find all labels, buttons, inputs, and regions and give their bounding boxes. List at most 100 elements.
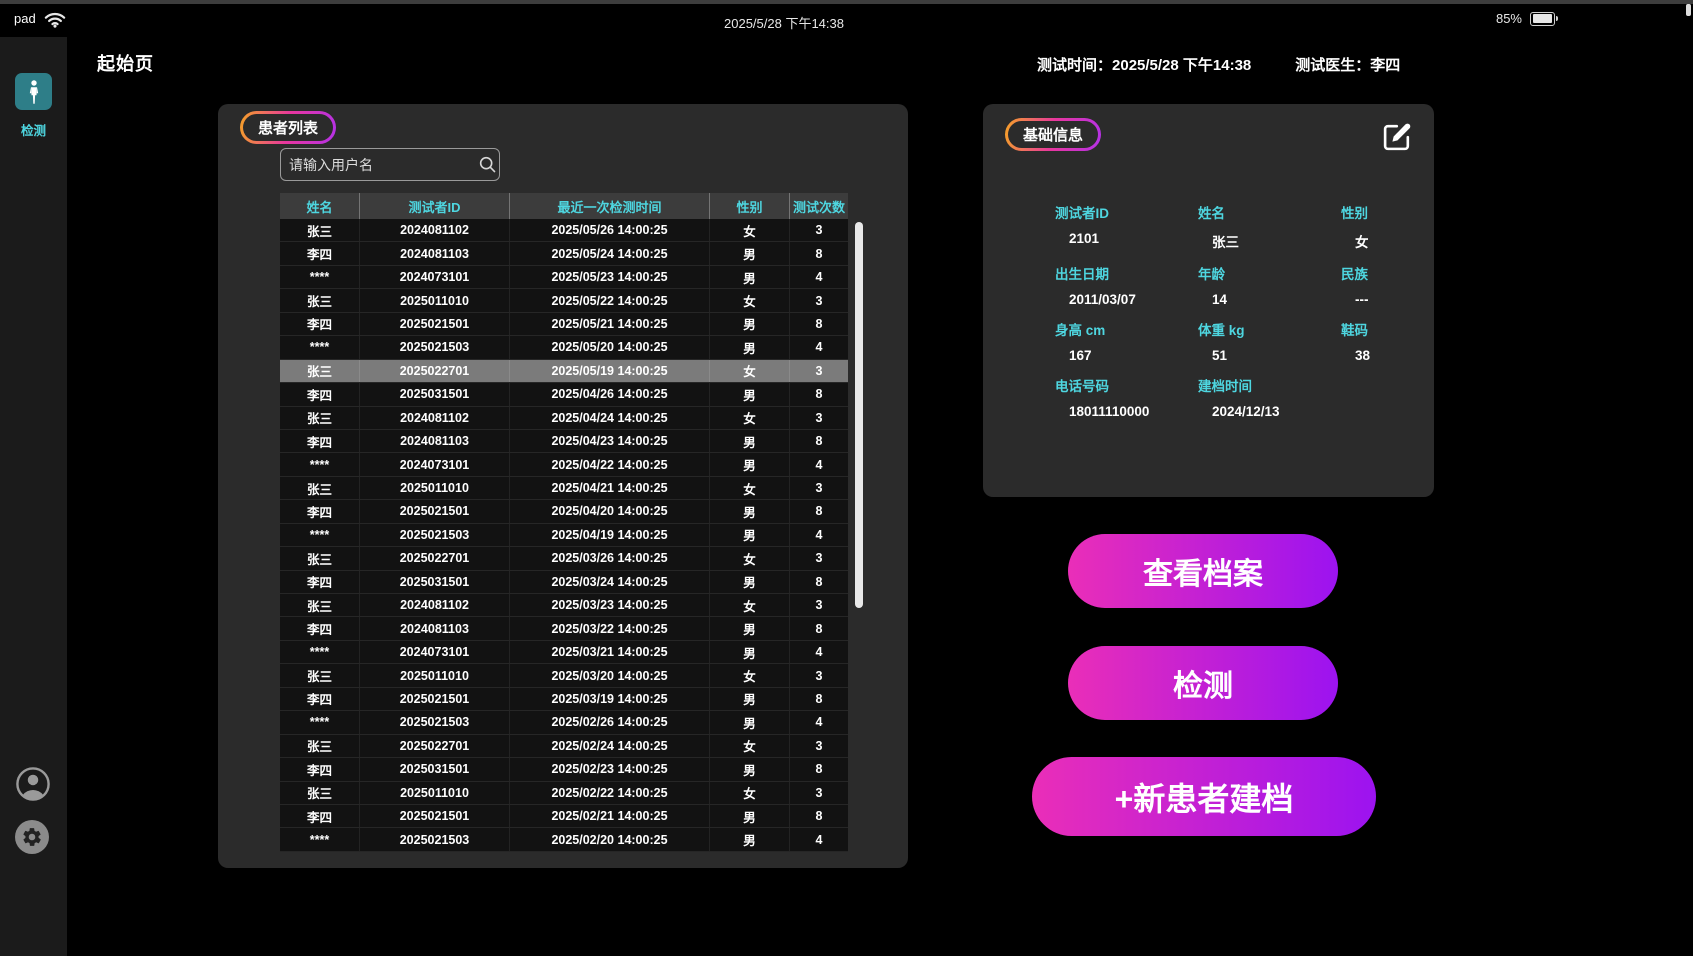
table-cell: 男 (710, 687, 790, 711)
table-cell: 2025/05/26 14:00:25 (510, 219, 710, 242)
table-cell: 2025022701 (360, 359, 510, 383)
table-row[interactable]: **** 2024073101 2025/04/22 14:00:25 男 4 (280, 453, 848, 477)
table-cell: 李四 (280, 804, 360, 828)
table-cell: 2025/02/22 14:00:25 (510, 781, 710, 804)
patient-list-panel: 患者列表 姓名 测试者ID 最近一次检测时间 性别 测试次数 张三2024081… (218, 104, 908, 868)
sidebar: 检测 (0, 37, 67, 956)
table-row[interactable]: 张三 2025022701 2025/05/19 14:00:25 女 3 (280, 359, 848, 384)
table-cell: 男 (710, 804, 790, 828)
settings-button[interactable] (15, 820, 51, 856)
table-cell: 2025/02/21 14:00:25 (510, 804, 710, 828)
table-cell: 2024081103 (360, 429, 510, 453)
table-cell: 张三 (280, 219, 360, 242)
table-cell: 男 (710, 242, 790, 265)
field-name: 姓名 张三 (1198, 206, 1239, 250)
carrier-label: pad (14, 11, 36, 26)
patient-list-title-pill: 患者列表 (240, 111, 337, 144)
new-patient-button[interactable]: +新患者建档 (1032, 757, 1376, 836)
table-cell: 8 (815, 316, 823, 331)
table-cell: 2025031501 (360, 570, 510, 593)
table-cell: 2025/02/20 14:00:25 (510, 828, 710, 851)
table-row[interactable]: **** 2024073101 2025/05/23 14:00:25 男 4 (280, 265, 848, 290)
table-cell: 2025/05/24 14:00:25 (510, 242, 710, 265)
table-row[interactable]: 张三 2025011010 2025/03/20 14:00:25 女 3 (280, 664, 848, 688)
table-row[interactable]: 李四 2024081103 2025/04/23 14:00:25 男 8 (280, 429, 848, 454)
table-row[interactable]: 李四 2025021501 2025/03/19 14:00:25 男 8 (280, 687, 848, 712)
table-cell: 4 (815, 270, 823, 285)
field-phone: 电话号码 18011110000 (1055, 379, 1150, 419)
table-cell: 4 (815, 340, 823, 355)
column-header-gender[interactable]: 性别 (710, 193, 790, 219)
table-row[interactable]: 李四 2024081103 2025/05/24 14:00:25 男 8 (280, 242, 848, 266)
table-cell: 2025021503 (360, 828, 510, 851)
table-row[interactable]: 李四 2025031501 2025/03/24 14:00:25 男 8 (280, 570, 848, 594)
table-cell: 女 (710, 406, 790, 429)
column-header-name[interactable]: 姓名 (280, 193, 360, 219)
table-cell: 李四 (280, 312, 360, 336)
edit-button[interactable] (1379, 118, 1415, 154)
table-cell: 2025/02/24 14:00:25 (510, 734, 710, 758)
page-scrollbar[interactable] (1686, 4, 1691, 16)
table-row[interactable]: 张三 2025022701 2025/03/26 14:00:25 女 3 (280, 547, 848, 571)
table-cell: 男 (710, 500, 790, 523)
table-row[interactable]: 李四 2025021501 2025/02/21 14:00:25 男 8 (280, 804, 848, 829)
table-cell: 男 (710, 383, 790, 406)
sidebar-item-detect[interactable]: 检测 (0, 73, 67, 139)
table-cell: 男 (710, 570, 790, 593)
table-cell: 2025021503 (360, 711, 510, 734)
table-cell: 8 (815, 621, 823, 636)
table-cell: 2025/05/22 14:00:25 (510, 289, 710, 312)
table-row[interactable]: **** 2025021503 2025/02/26 14:00:25 男 4 (280, 711, 848, 735)
battery-percent: 85% (1495, 11, 1522, 26)
detect-button[interactable]: 检测 (1068, 646, 1338, 720)
column-header-last-test-time[interactable]: 最近一次检测时间 (510, 193, 710, 219)
table-row[interactable]: **** 2025021503 2025/02/20 14:00:25 男 4 (280, 828, 848, 852)
table-cell: 8 (815, 504, 823, 519)
user-profile-button[interactable] (15, 766, 51, 802)
table-row[interactable]: 李四 2025021501 2025/04/20 14:00:25 男 8 (280, 500, 848, 524)
table-cell: 女 (710, 781, 790, 804)
table-row[interactable]: **** 2025021503 2025/04/19 14:00:25 男 4 (280, 523, 848, 548)
table-cell: 3 (815, 598, 823, 613)
table-cell: 3 (815, 551, 823, 566)
table-cell: 张三 (280, 734, 360, 758)
table-cell: 2025022701 (360, 734, 510, 758)
table-row[interactable]: 李四 2024081103 2025/03/22 14:00:25 男 8 (280, 617, 848, 641)
body-scan-icon (15, 73, 52, 110)
table-scrollbar-thumb[interactable] (855, 222, 863, 608)
table-row[interactable]: 张三 2025011010 2025/04/21 14:00:25 女 3 (280, 476, 848, 501)
table-row[interactable]: 张三 2024081102 2025/05/26 14:00:25 女 3 (280, 219, 848, 243)
table-row[interactable]: **** 2025021503 2025/05/20 14:00:25 男 4 (280, 336, 848, 360)
table-row[interactable]: 张三 2024081102 2025/03/23 14:00:25 女 3 (280, 594, 848, 618)
table-cell: 女 (710, 547, 790, 570)
table-cell: 李四 (280, 383, 360, 406)
table-row[interactable]: 李四 2025031501 2025/04/26 14:00:25 男 8 (280, 383, 848, 407)
table-cell: 李四 (280, 500, 360, 523)
table-row[interactable]: 张三 2025011010 2025/05/22 14:00:25 女 3 (280, 289, 848, 313)
gear-icon (15, 820, 49, 854)
column-header-test-count[interactable]: 测试次数 (792, 199, 845, 215)
table-cell: 2025021501 (360, 500, 510, 523)
table-cell: 2024081103 (360, 242, 510, 265)
table-row[interactable]: 张三 2024081102 2025/04/24 14:00:25 女 3 (280, 406, 848, 430)
table-row[interactable]: 李四 2025021501 2025/05/21 14:00:25 男 8 (280, 312, 848, 337)
table-row[interactable]: 张三 2025011010 2025/02/22 14:00:25 女 3 (280, 781, 848, 805)
table-cell: 2025021503 (360, 336, 510, 359)
search-input[interactable] (281, 156, 478, 173)
field-tester-id: 测试者ID 2101 (1055, 206, 1109, 246)
table-cell: 女 (710, 359, 790, 383)
view-archive-button[interactable]: 查看档案 (1068, 534, 1338, 608)
table-row[interactable]: 张三 2025022701 2025/02/24 14:00:25 女 3 (280, 734, 848, 759)
search-icon[interactable] (478, 155, 497, 174)
table-cell: 张三 (280, 359, 360, 383)
table-row[interactable]: 李四 2025031501 2025/02/23 14:00:25 男 8 (280, 758, 848, 782)
table-row[interactable]: **** 2024073101 2025/03/21 14:00:25 男 4 (280, 640, 848, 665)
test-time-label: 测试时间： (1037, 57, 1113, 74)
table-cell: 2025021501 (360, 687, 510, 711)
table-cell: 女 (710, 664, 790, 687)
column-header-tester-id[interactable]: 测试者ID (360, 193, 510, 219)
table-cell: 2025/05/23 14:00:25 (510, 265, 710, 289)
table-cell: 4 (815, 832, 823, 847)
table-cell: 2024073101 (360, 265, 510, 289)
sidebar-item-label: 检测 (20, 124, 46, 138)
